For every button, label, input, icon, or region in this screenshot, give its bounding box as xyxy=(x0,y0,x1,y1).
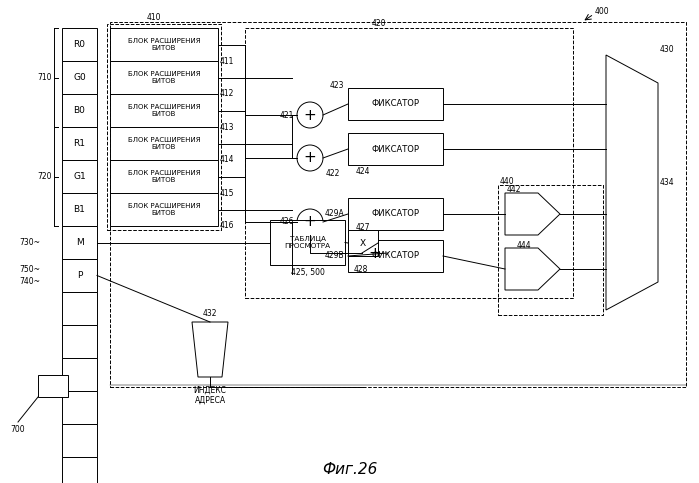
Text: 426: 426 xyxy=(280,217,294,227)
Text: +: + xyxy=(303,151,317,166)
Bar xyxy=(62,61,97,94)
Bar xyxy=(110,61,218,94)
Bar xyxy=(110,94,218,127)
Bar xyxy=(62,259,97,292)
Text: БЛОК РАСШИРЕНИЯ
БИТОВ: БЛОК РАСШИРЕНИЯ БИТОВ xyxy=(128,71,201,84)
Text: БЛОК РАСШИРЕНИЯ
БИТОВ: БЛОК РАСШИРЕНИЯ БИТОВ xyxy=(128,38,201,51)
Text: ИНДЕКС
АДРЕСА: ИНДЕКС АДРЕСА xyxy=(194,385,226,405)
Text: 400: 400 xyxy=(595,8,610,16)
Bar xyxy=(62,28,97,61)
Text: 720: 720 xyxy=(38,172,52,181)
Bar xyxy=(62,226,97,259)
Bar xyxy=(498,185,603,315)
Bar xyxy=(62,358,97,391)
Bar xyxy=(110,160,218,193)
Text: 427: 427 xyxy=(356,223,370,231)
Bar xyxy=(110,193,218,226)
Text: 412: 412 xyxy=(220,89,234,99)
Text: ТАБЛИЦА
ПРОСМОТРА: ТАБЛИЦА ПРОСМОТРА xyxy=(284,236,331,249)
Bar xyxy=(38,375,68,397)
Text: 428: 428 xyxy=(354,265,368,273)
Polygon shape xyxy=(505,248,560,290)
Text: ФИКСАТОР: ФИКСАТОР xyxy=(371,144,419,154)
Text: B0: B0 xyxy=(73,106,85,115)
Bar xyxy=(348,198,443,230)
Text: 444: 444 xyxy=(517,241,532,250)
Text: 410: 410 xyxy=(147,14,161,23)
Bar xyxy=(62,325,97,358)
Bar xyxy=(110,28,218,61)
Bar xyxy=(348,230,378,256)
Text: 700: 700 xyxy=(10,425,25,434)
Text: 424: 424 xyxy=(356,167,370,175)
Text: 421: 421 xyxy=(280,111,294,119)
Bar xyxy=(348,88,443,120)
Text: 422: 422 xyxy=(326,170,340,179)
Text: 423: 423 xyxy=(329,82,344,90)
Text: 440: 440 xyxy=(500,176,514,185)
Bar xyxy=(270,220,345,265)
Bar xyxy=(62,94,97,127)
Text: 429A: 429A xyxy=(324,210,344,218)
Text: 442: 442 xyxy=(507,185,521,195)
Bar xyxy=(110,127,218,160)
Text: БЛОК РАСШИРЕНИЯ
БИТОВ: БЛОК РАСШИРЕНИЯ БИТОВ xyxy=(128,137,201,150)
Text: 414: 414 xyxy=(220,156,234,165)
Bar xyxy=(348,240,443,272)
Text: X: X xyxy=(360,239,366,247)
Text: БЛОК РАСШИРЕНИЯ
БИТОВ: БЛОК РАСШИРЕНИЯ БИТОВ xyxy=(128,104,201,117)
Bar xyxy=(62,391,97,424)
Text: 420: 420 xyxy=(372,18,387,28)
Bar xyxy=(348,133,443,165)
Text: 750~: 750~ xyxy=(19,265,40,274)
Text: БЛОК РАСШИРЕНИЯ
БИТОВ: БЛОК РАСШИРЕНИЯ БИТОВ xyxy=(128,170,201,183)
Text: Фиг.26: Фиг.26 xyxy=(322,463,377,478)
Bar xyxy=(62,193,97,226)
Bar xyxy=(107,24,221,230)
Text: ФИКСАТОР: ФИКСАТОР xyxy=(371,210,419,218)
Text: 710: 710 xyxy=(38,73,52,82)
Text: +: + xyxy=(368,245,382,260)
Bar xyxy=(62,457,97,483)
Text: 432: 432 xyxy=(203,310,217,318)
Circle shape xyxy=(297,145,323,171)
Text: R0: R0 xyxy=(73,40,85,49)
Text: G0: G0 xyxy=(73,73,86,82)
Text: P: P xyxy=(77,271,82,280)
Text: 413: 413 xyxy=(220,123,234,131)
Text: 416: 416 xyxy=(220,222,234,230)
Polygon shape xyxy=(505,193,560,235)
Text: R1: R1 xyxy=(73,139,85,148)
Bar xyxy=(110,22,686,387)
Text: ФИКСАТОР: ФИКСАТОР xyxy=(371,252,419,260)
Text: +: + xyxy=(303,214,317,229)
Text: M: M xyxy=(75,238,83,247)
Polygon shape xyxy=(606,55,658,310)
Text: G1: G1 xyxy=(73,172,86,181)
Text: 411: 411 xyxy=(220,57,234,66)
Bar xyxy=(62,127,97,160)
Text: ФИКСАТОР: ФИКСАТОР xyxy=(371,99,419,109)
Text: 730~: 730~ xyxy=(19,238,40,247)
Text: 415: 415 xyxy=(220,188,234,198)
Bar xyxy=(62,160,97,193)
Text: +: + xyxy=(303,108,317,123)
Text: B1: B1 xyxy=(73,205,85,214)
Bar xyxy=(245,28,573,298)
Circle shape xyxy=(297,209,323,235)
Circle shape xyxy=(297,102,323,128)
Text: 740~: 740~ xyxy=(19,277,40,286)
Text: 430: 430 xyxy=(660,45,675,55)
Text: 429B: 429B xyxy=(324,252,344,260)
Bar xyxy=(62,292,97,325)
Circle shape xyxy=(362,240,388,266)
Bar xyxy=(62,424,97,457)
Text: 434: 434 xyxy=(660,178,675,187)
Text: 425, 500: 425, 500 xyxy=(291,269,324,278)
Polygon shape xyxy=(192,322,228,377)
Text: БЛОК РАСШИРЕНИЯ
БИТОВ: БЛОК РАСШИРЕНИЯ БИТОВ xyxy=(128,203,201,216)
